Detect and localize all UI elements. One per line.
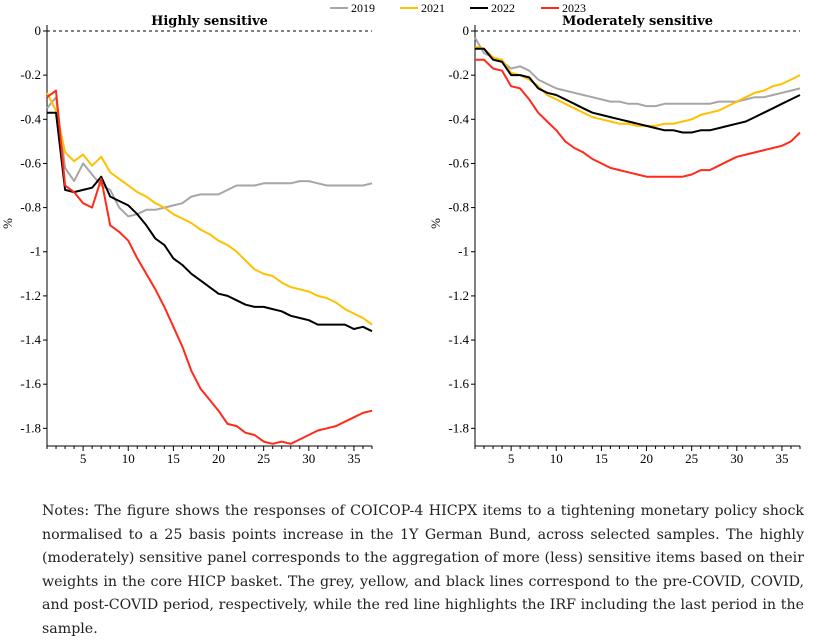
x-tick-label: 10 xyxy=(550,451,563,466)
x-tick-label: 15 xyxy=(595,451,608,466)
y-tick-label: -1.4 xyxy=(20,332,41,347)
series-line-2023 xyxy=(475,58,801,178)
y-axis-label: % xyxy=(428,218,443,229)
y-tick-label: -0.4 xyxy=(20,111,41,126)
y-tick-label: -0.2 xyxy=(448,67,469,82)
chart-panel-highly-sensitive: Highly sensitive 0 -0.2 -0.4 -0.6 -0.8 -1 -1.2 -… xyxy=(0,14,373,466)
y-tick-label: 0 xyxy=(35,23,42,38)
series-line-2022 xyxy=(47,111,373,333)
y-tick-label: -0.4 xyxy=(448,111,469,126)
y-tick-label: -0.2 xyxy=(20,67,41,82)
y-tick-label: -0.6 xyxy=(20,155,41,170)
x-tick-label: 30 xyxy=(730,451,743,466)
legend-label-2019: 2019 xyxy=(351,1,375,15)
y-tick-label: -0.8 xyxy=(20,200,41,215)
legend-label-2021: 2021 xyxy=(421,1,445,15)
y-tick-label: -1.2 xyxy=(20,288,41,303)
legend: 2019 2021 2022 2023 xyxy=(330,1,586,15)
series-line-2023 xyxy=(46,89,373,445)
x-tick-label: 35 xyxy=(347,451,360,466)
series-line-2019 xyxy=(474,37,801,108)
x-tick-label: 35 xyxy=(775,451,788,466)
y-tick-label: 0 xyxy=(463,23,470,38)
y-tick-label: -1.6 xyxy=(20,376,41,391)
series-line-2019 xyxy=(46,96,373,218)
x-tick-label: 25 xyxy=(257,451,270,466)
x-tick-label: 20 xyxy=(640,451,653,466)
series-line-2021 xyxy=(46,92,373,326)
legend-label-2023: 2023 xyxy=(562,1,586,15)
figure-notes: Notes: The figure shows the responses of… xyxy=(42,503,804,637)
y-tick-label: -1.2 xyxy=(448,288,469,303)
y-tick-label: -1.4 xyxy=(448,332,469,347)
x-tick-label: 20 xyxy=(212,451,225,466)
y-tick-label: -1.8 xyxy=(20,420,41,435)
x-tick-label: 5 xyxy=(80,451,87,466)
figure: 2019 2021 2022 2023 Highly sensitive 0 -0.2 -0… xyxy=(0,1,801,466)
y-tick-label: -1 xyxy=(458,244,469,259)
series-line-2022 xyxy=(475,47,801,134)
x-tick-label: 10 xyxy=(122,451,135,466)
panel-title: Highly sensitive xyxy=(151,14,268,29)
y-axis-label: % xyxy=(0,218,15,229)
series-line-2021 xyxy=(474,45,801,127)
x-tick-label: 30 xyxy=(302,451,315,466)
y-tick-label: -1.8 xyxy=(448,420,469,435)
y-tick-label: -1 xyxy=(30,244,41,259)
x-tick-label: 25 xyxy=(685,451,698,466)
y-tick-label: -0.6 xyxy=(448,155,469,170)
x-tick-label: 5 xyxy=(508,451,515,466)
panel-title: Moderately sensitive xyxy=(562,14,713,29)
x-tick-label: 15 xyxy=(167,451,180,466)
chart-panel-moderately-sensitive: Moderately sensitive 0 -0.2 -0.4 -0.6 -0.8 -1 -… xyxy=(428,14,801,466)
y-tick-label: -0.8 xyxy=(448,200,469,215)
y-tick-label: -1.6 xyxy=(448,376,469,391)
legend-label-2022: 2022 xyxy=(491,1,515,15)
